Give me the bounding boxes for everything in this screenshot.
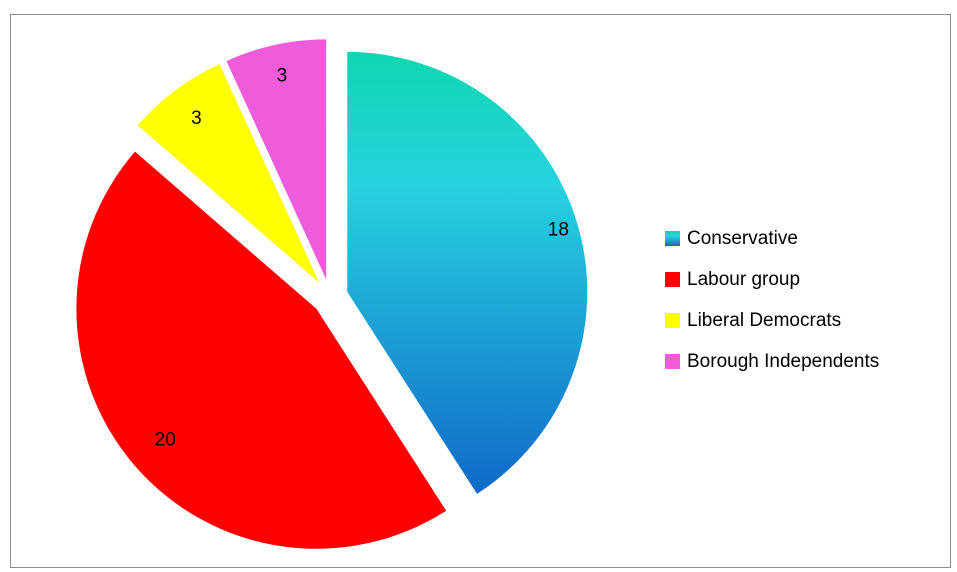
legend-swatch-conservative (665, 231, 680, 246)
pie-slice-labour-group (76, 151, 447, 549)
legend-item-labour: Labour group (665, 269, 950, 290)
legend-swatch-labour (665, 272, 680, 287)
pie-slice-conservative (347, 51, 588, 494)
legend-swatch-liberal-democrats (665, 313, 680, 328)
data-label-liberal-democrats: 3 (191, 108, 202, 129)
legend-label: Conservative (687, 227, 798, 249)
legend-label: Labour group (687, 268, 801, 290)
data-label-labour-group: 20 (155, 429, 176, 450)
data-label-borough-independents: 3 (277, 66, 288, 87)
legend-item-borough-independents: Borough Independents (665, 351, 950, 372)
pie-slice-borough-independents (226, 39, 327, 280)
legend-swatch-borough-independents (665, 354, 680, 369)
legend-label: Liberal Democrats (687, 309, 842, 331)
legend-item-liberal-democrats: Liberal Democrats (665, 310, 950, 331)
pie-data-labels: 18 20 3 3 (155, 66, 569, 451)
legend-item-conservative: Conservative (665, 228, 950, 249)
legend: Conservative Labour group Liberal Democr… (665, 228, 950, 392)
legend-label: Borough Independents (687, 350, 880, 372)
pie-slices (76, 39, 588, 549)
pie-slice-liberal-democrats (137, 64, 320, 283)
data-label-conservative: 18 (548, 219, 569, 240)
